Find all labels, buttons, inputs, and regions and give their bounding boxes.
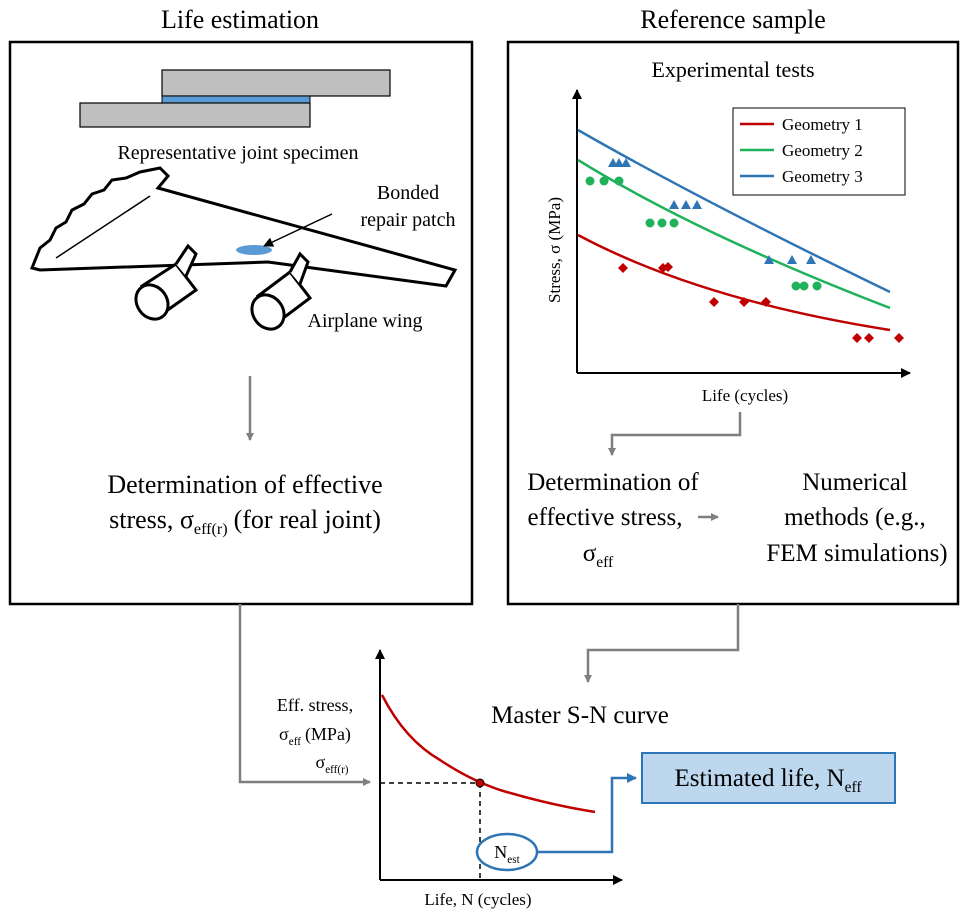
wing-label: Airplane wing xyxy=(308,310,423,332)
sample-point xyxy=(586,177,595,186)
text-part: stress, σ xyxy=(109,505,194,534)
patch-label: Bonded xyxy=(377,182,439,204)
text-part: σ xyxy=(279,724,289,744)
chart-title: Experimental tests xyxy=(651,57,814,82)
text-part: σ xyxy=(583,540,597,567)
text-part: Estimated life, N xyxy=(674,765,844,792)
sample-point xyxy=(618,263,628,273)
y-axis-label: Stress, σ (MPa) xyxy=(545,197,564,303)
flow-arrow xyxy=(537,778,636,852)
trend-curve xyxy=(578,235,890,330)
wing-detail xyxy=(56,196,150,258)
sample-point xyxy=(615,177,624,186)
sample-point xyxy=(894,333,904,343)
subscript: eff xyxy=(596,554,614,571)
subscript: est xyxy=(507,854,520,866)
flow-arrow xyxy=(240,604,370,782)
sample-point xyxy=(864,333,874,343)
flow-arrow xyxy=(588,604,738,682)
repair-patch xyxy=(236,245,272,255)
sample-point xyxy=(709,297,719,307)
sample-point xyxy=(852,333,862,343)
adherend xyxy=(162,70,390,96)
step-text: σeff xyxy=(583,540,614,571)
marker-label: σeff(r) xyxy=(315,752,348,776)
subscript: eff(r) xyxy=(194,521,228,538)
engine xyxy=(245,254,310,335)
sample-point xyxy=(800,282,809,291)
sample-point xyxy=(787,255,797,264)
legend-label: Geometry 2 xyxy=(782,141,863,160)
x-axis-label: Life, N (cycles) xyxy=(424,890,531,909)
diagram: Life estimation Representative joint spe… xyxy=(0,0,960,912)
legend-label: Geometry 1 xyxy=(782,115,863,134)
step-text: Numerical xyxy=(802,469,908,496)
y-axis-label: Eff. stress, xyxy=(277,695,353,715)
sample-point xyxy=(658,219,667,228)
result-text: Estimated life, Neff xyxy=(674,765,862,796)
flow-arrow xyxy=(612,412,740,455)
step-text: effective stress, xyxy=(527,504,682,531)
step-text: FEM simulations) xyxy=(766,540,947,567)
text-part: (MPa) xyxy=(305,724,351,745)
step-text: methods (e.g., xyxy=(784,504,926,531)
sample-point xyxy=(813,282,822,291)
subscript: eff xyxy=(845,779,863,796)
text-part: σ xyxy=(315,752,325,772)
intersection-point xyxy=(476,779,484,787)
sample-point xyxy=(792,282,801,291)
sample-point xyxy=(681,200,691,209)
y-axis-label: σeff (MPa) xyxy=(279,724,351,748)
engine xyxy=(129,246,196,325)
specimen-label: Representative joint specimen xyxy=(117,142,358,164)
sample-point xyxy=(692,200,702,209)
sample-point xyxy=(669,200,679,209)
sample-point xyxy=(670,219,679,228)
panel-title: Reference sample xyxy=(640,5,826,34)
step-text: stress, σeff(r) (for real joint) xyxy=(109,505,381,538)
panel-title: Life estimation xyxy=(161,5,319,34)
text-part: (for real joint) xyxy=(234,505,381,534)
sample-point xyxy=(646,219,655,228)
step-text: Determination of xyxy=(527,469,699,496)
legend-label: Geometry 3 xyxy=(782,167,863,186)
subscript: eff xyxy=(289,736,301,748)
sample-point xyxy=(600,177,609,186)
patch-label: repair patch xyxy=(361,209,456,231)
subscript: eff(r) xyxy=(325,764,349,776)
adherend xyxy=(80,103,310,127)
step-text: Determination of effective xyxy=(107,470,382,499)
adhesive xyxy=(162,96,310,103)
curve-title: Master S-N curve xyxy=(491,702,669,729)
x-axis-label: Life (cycles) xyxy=(702,386,788,405)
text-part: N xyxy=(494,842,507,862)
